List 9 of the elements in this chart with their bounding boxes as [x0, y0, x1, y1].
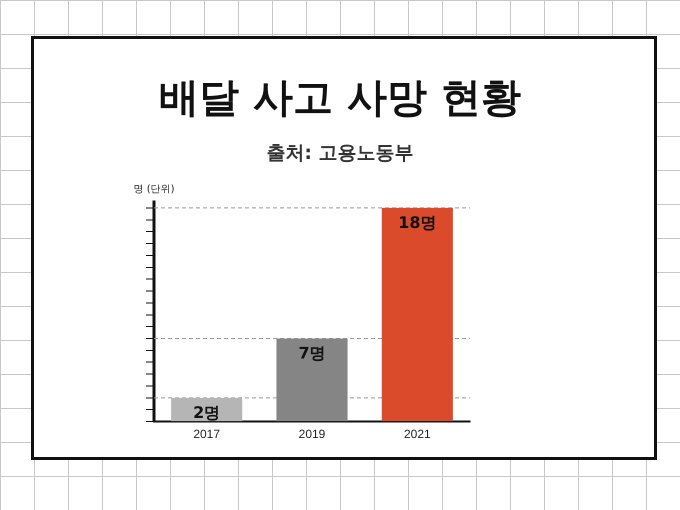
chart-subtitle: 출처: 고용노동부: [265, 141, 415, 166]
x-tick-label: 2019: [298, 427, 326, 442]
data-label: 2명: [193, 403, 220, 422]
x-tick-label: 2017: [193, 427, 220, 442]
data-label: 18명: [398, 213, 436, 232]
x-tick-label: 2021: [404, 427, 432, 442]
data-label: 7명: [298, 344, 326, 363]
chart-title: 배달 사고 사망 현황: [158, 74, 522, 123]
y-axis-title: 명 (단위): [134, 184, 175, 195]
